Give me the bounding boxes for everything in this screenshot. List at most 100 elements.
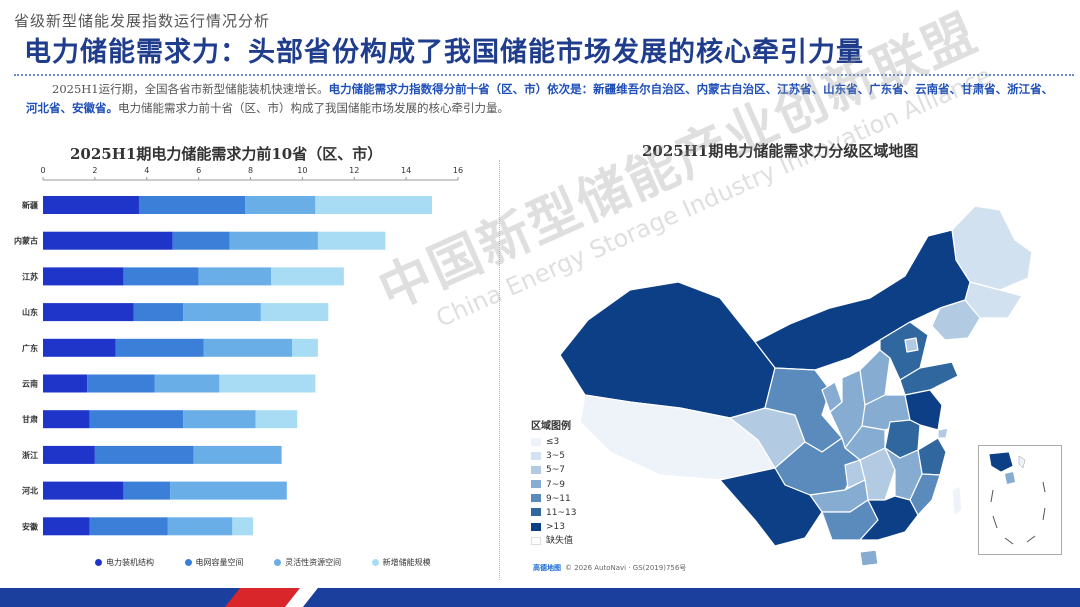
bar-segment <box>43 338 116 357</box>
category-label: 内蒙古 <box>14 236 38 246</box>
page-subtitle: 省级新型储能发展指数运行情况分析 <box>14 12 271 30</box>
map-credit: 高德地图 © 2026 AutoNavi · GS(2019)756号 <box>533 564 687 572</box>
x-tick-label: 16 <box>453 166 463 175</box>
bar-segment <box>203 338 292 357</box>
category-label: 新疆 <box>22 200 38 210</box>
chart-divider <box>499 160 500 580</box>
legend-swatch-le3 <box>531 437 541 446</box>
bar-segment <box>133 303 184 322</box>
title-divider <box>14 74 1074 76</box>
bar-chart-title: 2025H1期电力储能需求力前10省（区、市） <box>70 145 383 163</box>
map-legend-row: 7~9 <box>531 478 576 492</box>
x-tick-label: 0 <box>40 166 45 175</box>
legend-swatch-1 <box>184 559 192 566</box>
bar-segment <box>183 303 261 322</box>
legend-item: 灵活性资源空间 <box>274 557 341 568</box>
bar-segment <box>43 410 90 429</box>
legend-swatch-2 <box>274 559 282 566</box>
page-title: 电力储能需求力：头部省份构成了我国储能市场发展的核心牵引力量 <box>24 37 864 68</box>
bar-segment <box>43 303 134 322</box>
intro-paragraph: 2025H1运行期，全国各省市新型储能装机快速增长。电力储能需求力指数得分前十省… <box>26 80 1061 118</box>
bar-segment <box>43 231 173 250</box>
legend-swatch-5-7 <box>531 465 541 474</box>
bar-segment <box>260 303 329 322</box>
bar-segment <box>219 374 316 393</box>
x-tick-label: 10 <box>297 166 307 175</box>
map-legend-row: ≤3 <box>531 435 576 449</box>
bar-segment <box>317 231 386 250</box>
bar-segment <box>154 374 220 393</box>
intro-highlight: 电力储能需求力指数得分前十省（区、市）依次是：新疆维吾尔自治区、内蒙古自治区、江… <box>26 82 1054 115</box>
south-china-sea-inset <box>978 445 1062 555</box>
bar-segment <box>255 410 298 429</box>
intro-text-2: 电力储能需求力前十省（区、市）构成了我国储能市场发展的核心牵引力量。 <box>118 101 509 115</box>
region-zhejiang <box>917 437 947 476</box>
category-label: 云南 <box>22 379 38 389</box>
bar-segment <box>138 196 246 214</box>
bar-segment <box>94 445 194 464</box>
inset-map <box>988 451 1046 545</box>
bar-segment <box>170 481 287 500</box>
bar-segment <box>43 517 90 536</box>
map-legend-row: 5~7 <box>531 463 576 477</box>
bar-segment <box>172 231 230 250</box>
bar-segment <box>167 517 233 536</box>
bar-segment <box>43 267 124 286</box>
bar-legend: 电力装机结构 电网容量空间 灵活性资源空间 新增储能规模 <box>95 557 459 568</box>
bar-segment <box>123 481 171 500</box>
category-label: 安徽 <box>22 521 39 531</box>
bar-segment <box>123 267 199 286</box>
legend-item: 电网容量空间 <box>184 557 244 568</box>
legend-swatch-missing <box>531 536 541 545</box>
legend-item: 电力装机结构 <box>95 557 154 568</box>
bar-segment <box>89 517 168 536</box>
footer-stripe-bar <box>0 588 1080 607</box>
map-legend-row: 缺失值 <box>531 534 576 548</box>
category-label: 甘肃 <box>22 414 38 424</box>
map-provider-logo: 高德地图 <box>533 564 561 572</box>
x-tick-label: 6 <box>196 166 201 175</box>
category-label: 山东 <box>22 307 38 317</box>
region-guangdong <box>859 495 919 541</box>
region-hainan <box>859 549 879 567</box>
x-tick-label: 12 <box>349 166 359 175</box>
x-tick-label: 2 <box>92 166 97 175</box>
legend-swatch-0 <box>95 559 102 566</box>
region-shanghai <box>937 427 949 439</box>
category-label: 浙江 <box>22 450 38 460</box>
china-choropleth-map <box>560 205 1033 567</box>
bar-segment <box>193 445 282 464</box>
bar-segment <box>292 338 318 357</box>
legend-swatch-3 <box>371 559 379 566</box>
x-tick-label: 14 <box>401 166 411 175</box>
bar-segment <box>315 196 433 214</box>
map-legend-row: 11~13 <box>531 506 576 520</box>
map-legend-row: 9~11 <box>531 492 576 506</box>
category-label: 广东 <box>22 343 38 353</box>
map-legend-row: 3~5 <box>531 449 576 463</box>
bar-segment <box>43 196 139 214</box>
bar-segment <box>43 374 88 393</box>
legend-swatch-11-13 <box>531 508 541 517</box>
category-label: 江苏 <box>22 271 38 281</box>
legend-swatch-3-5 <box>531 451 541 460</box>
legend-swatch-7-9 <box>531 480 541 489</box>
legend-item: 新增储能规模 <box>371 557 431 568</box>
map-legend-title: 区域图例 <box>531 421 571 432</box>
map-title: 2025H1期电力储能需求力分级区域地图 <box>642 142 919 160</box>
bar-segment <box>245 196 316 214</box>
category-label: 河北 <box>22 486 38 496</box>
region-neimenggu <box>754 229 971 371</box>
bar-segment <box>43 481 124 500</box>
region-taiwan <box>951 485 963 517</box>
bar-segment <box>43 445 95 464</box>
x-tick-label: 8 <box>248 166 253 175</box>
bar-segment <box>271 267 344 286</box>
bar-segment <box>229 231 318 250</box>
region-shanxi <box>859 349 891 406</box>
bar-segment <box>183 410 256 429</box>
map-legend: 区域图例 ≤3 3~5 5~7 7~9 9~11 11~13 >13 缺失值 <box>531 417 576 549</box>
x-tick-label: 4 <box>144 166 149 175</box>
bar-segment <box>198 267 272 286</box>
